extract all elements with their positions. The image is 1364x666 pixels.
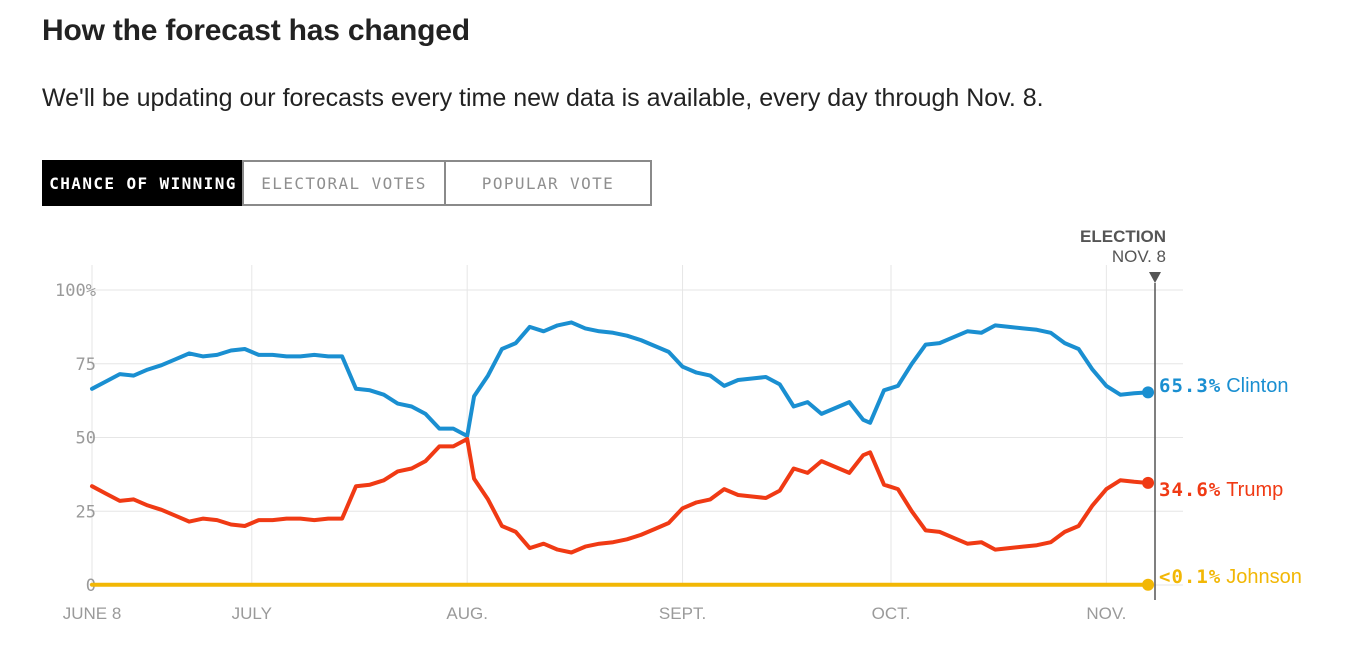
x-tick-label: NOV. <box>1086 604 1126 623</box>
x-tick-label: JUNE 8 <box>63 604 122 623</box>
x-axis-ticks: JUNE 8 JULY AUG. SEPT. OCT. NOV. <box>63 604 1127 623</box>
y-tick-label: 75 <box>76 355 96 375</box>
tab-chance-of-winning[interactable]: CHANCE OF WINNING <box>42 160 244 206</box>
page-title: How the forecast has changed <box>42 14 470 47</box>
trump-end-value: 34.6% <box>1159 479 1221 501</box>
tab-popular-vote[interactable]: POPULAR VOTE <box>444 160 652 206</box>
page-subtitle: We'll be updating our forecasts every ti… <box>42 84 1044 112</box>
johnson-end-name: Johnson <box>1226 566 1302 588</box>
johnson-end-value: <0.1% <box>1159 566 1221 588</box>
y-tick-label: 25 <box>76 502 96 522</box>
clinton-end-label: 65.3% Clinton <box>1159 375 1288 397</box>
election-marker-date: NOV. 8 <box>1112 247 1166 266</box>
election-marker-arrow <box>1149 272 1161 283</box>
trump-series-line <box>90 437 1151 555</box>
x-tick-label: JULY <box>232 604 272 623</box>
end-labels: 65.3% Clinton 34.6% Trump <0.1% Johnson <box>1159 375 1302 588</box>
trump-end-point <box>1142 476 1155 489</box>
clinton-end-value: 65.3% <box>1159 375 1221 397</box>
series-lines <box>90 320 1155 591</box>
y-tick-label: 100% <box>55 281 96 301</box>
x-tick-label: OCT. <box>872 604 911 623</box>
election-marker: ELECTION NOV. 8 <box>1080 227 1166 600</box>
clinton-series-line <box>90 320 1151 438</box>
trump-end-name: Trump <box>1226 479 1283 501</box>
johnson-end-point <box>1142 578 1155 591</box>
x-tick-label: AUG. <box>446 604 488 623</box>
johnson-end-label: <0.1% Johnson <box>1159 566 1302 588</box>
election-marker-title: ELECTION <box>1080 227 1166 246</box>
tab-electoral-votes[interactable]: ELECTORAL VOTES <box>242 160 446 206</box>
x-tick-label: SEPT. <box>659 604 706 623</box>
trump-end-label: 34.6% Trump <box>1159 479 1283 501</box>
y-tick-label: 50 <box>76 429 96 449</box>
clinton-end-point <box>1142 386 1155 399</box>
chart-mode-tabs: CHANCE OF WINNING ELECTORAL VOTES POPULA… <box>42 160 652 206</box>
clinton-end-name: Clinton <box>1226 375 1288 397</box>
